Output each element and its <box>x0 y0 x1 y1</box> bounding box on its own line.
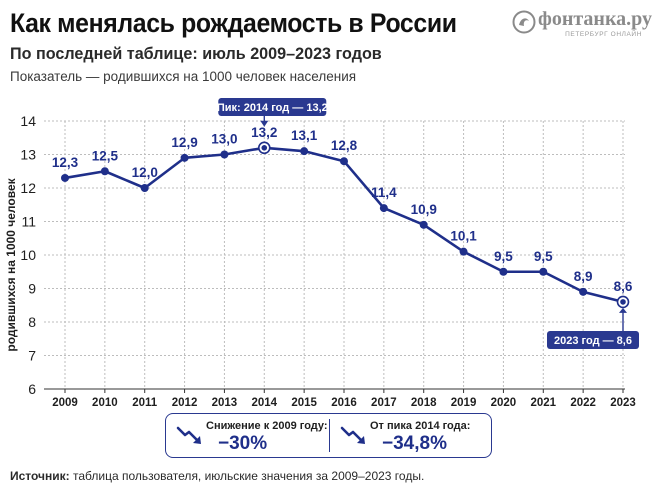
data-label: 13,2 <box>251 125 277 140</box>
data-label: 10,9 <box>411 202 437 217</box>
data-label: 12,9 <box>171 135 197 150</box>
data-point <box>419 220 428 229</box>
data-label: 12,8 <box>331 138 358 153</box>
source-note: Источник: таблица пользователя, июльские… <box>10 469 424 483</box>
grid-layer <box>44 120 625 389</box>
data-point <box>579 287 588 296</box>
x-tick-label: 2010 <box>92 397 118 409</box>
trend-down-icon <box>340 426 365 444</box>
y-tick-label: 10 <box>20 247 36 263</box>
x-tick-label: 2012 <box>172 397 198 409</box>
y-tick-label: 13 <box>20 147 36 163</box>
chart-subtitle: По последней таблице: июль 2009–2023 год… <box>10 44 382 63</box>
annotation-arrow <box>619 307 627 313</box>
logo-mark-icon <box>512 10 536 34</box>
axis-layer: 6 7 8 9 10 11 12 13 14 2009 2010 2011 2012 2013 2014 20… <box>4 113 636 409</box>
x-tick-label: 2020 <box>491 397 517 409</box>
chart-note: Показатель — родившихся на 1000 человек … <box>10 69 357 84</box>
logo-tagline: ПЕТЕРБУРГ ОНЛАЙН <box>565 31 642 38</box>
highlight-point-core <box>620 299 626 305</box>
y-tick-label: 12 <box>20 180 36 196</box>
data-point <box>100 167 109 176</box>
data-label: 13,1 <box>291 128 318 143</box>
x-tick-label: 2009 <box>52 397 78 409</box>
trend-down-icon <box>176 426 201 444</box>
source-label: Источник: <box>10 469 70 483</box>
summary-decline-2009: Снижение к 2009 году: −30% <box>166 414 329 457</box>
data-point <box>180 153 189 162</box>
summary-value-peak: −34,8% <box>382 433 447 454</box>
data-label-layer: 12,3 12,5 12,0 12,9 13,0 13,2 13,1 12,8 11,4 10,9… <box>52 125 633 294</box>
y-tick-label: 14 <box>20 113 36 129</box>
data-point <box>140 184 149 192</box>
annotation-label: Пик: 2014 год — 13,2 <box>217 102 328 114</box>
line-chart: 6 7 8 9 10 11 12 13 14 2009 2010 2011 2012 2013 2014 20… <box>4 98 639 409</box>
summary-label-2009: Снижение к 2009 году: <box>206 420 328 432</box>
summary-divider <box>329 419 330 452</box>
data-label: 12,3 <box>52 155 79 170</box>
data-point <box>379 204 388 213</box>
logo-name: фонтанка.ру <box>538 8 653 30</box>
x-tick-label: 2022 <box>570 397 596 409</box>
highlight-point-core <box>261 145 268 151</box>
chart-title: Как менялась рождаемость в России <box>10 8 457 38</box>
data-point <box>300 147 309 156</box>
y-tick-label: 11 <box>21 214 36 230</box>
annotation-label: 2023 год — 8,6 <box>554 335 632 347</box>
data-label: 8,6 <box>614 279 633 294</box>
summary-label-peak: От пика 2014 года: <box>370 420 471 432</box>
data-label: 12,0 <box>132 165 158 180</box>
y-tick-label: 9 <box>28 281 36 297</box>
summary-value-2009: −30% <box>218 433 268 454</box>
summary-decline-peak: От пика 2014 года: −34,8% <box>330 414 492 457</box>
data-point <box>61 173 69 182</box>
data-point <box>220 150 229 159</box>
x-tick-label: 2011 <box>132 397 158 409</box>
x-tick-label: 2023 <box>610 397 636 409</box>
y-axis-title: родившихся на 1000 человек <box>4 177 18 351</box>
x-tick-label: 2013 <box>212 397 238 409</box>
line-layer <box>61 141 630 309</box>
x-tick-label: 2017 <box>371 397 397 409</box>
x-tick-label: 2021 <box>530 397 556 409</box>
annotation-layer: Пик: 2014 год — 13,2 2023 год — 8,6 <box>217 98 639 349</box>
fontanka-logo: фонтанка.ру ПЕТЕРБУРГ ОНЛАЙН <box>512 8 652 42</box>
data-label: 13,0 <box>211 132 237 147</box>
annotation-box <box>218 98 327 116</box>
annotation-box <box>547 331 639 349</box>
data-point <box>499 267 508 276</box>
data-label: 12,5 <box>92 148 119 163</box>
data-label: 8,9 <box>574 269 593 284</box>
data-point <box>340 157 348 166</box>
data-label: 11,4 <box>371 185 397 200</box>
data-label: 10,1 <box>450 229 477 244</box>
x-tick-label: 2019 <box>451 397 477 409</box>
data-label: 9,5 <box>534 249 553 264</box>
summary-panel: Снижение к 2009 году: −30% От пика 2014 … <box>165 413 492 458</box>
x-tick-label: 2015 <box>291 397 317 409</box>
data-label: 9,5 <box>494 249 513 264</box>
x-tick-label: 2016 <box>331 397 357 409</box>
x-tick-label: 2014 <box>251 397 277 409</box>
y-tick-label: 7 <box>28 348 36 364</box>
source-text: таблица пользователя, июльские значения … <box>69 469 425 483</box>
y-tick-label: 6 <box>28 381 36 397</box>
data-point <box>459 247 468 256</box>
x-tick-label: 2018 <box>411 397 437 409</box>
annotation-arrow <box>260 120 269 127</box>
data-point <box>539 267 548 276</box>
y-tick-label: 8 <box>28 314 36 330</box>
